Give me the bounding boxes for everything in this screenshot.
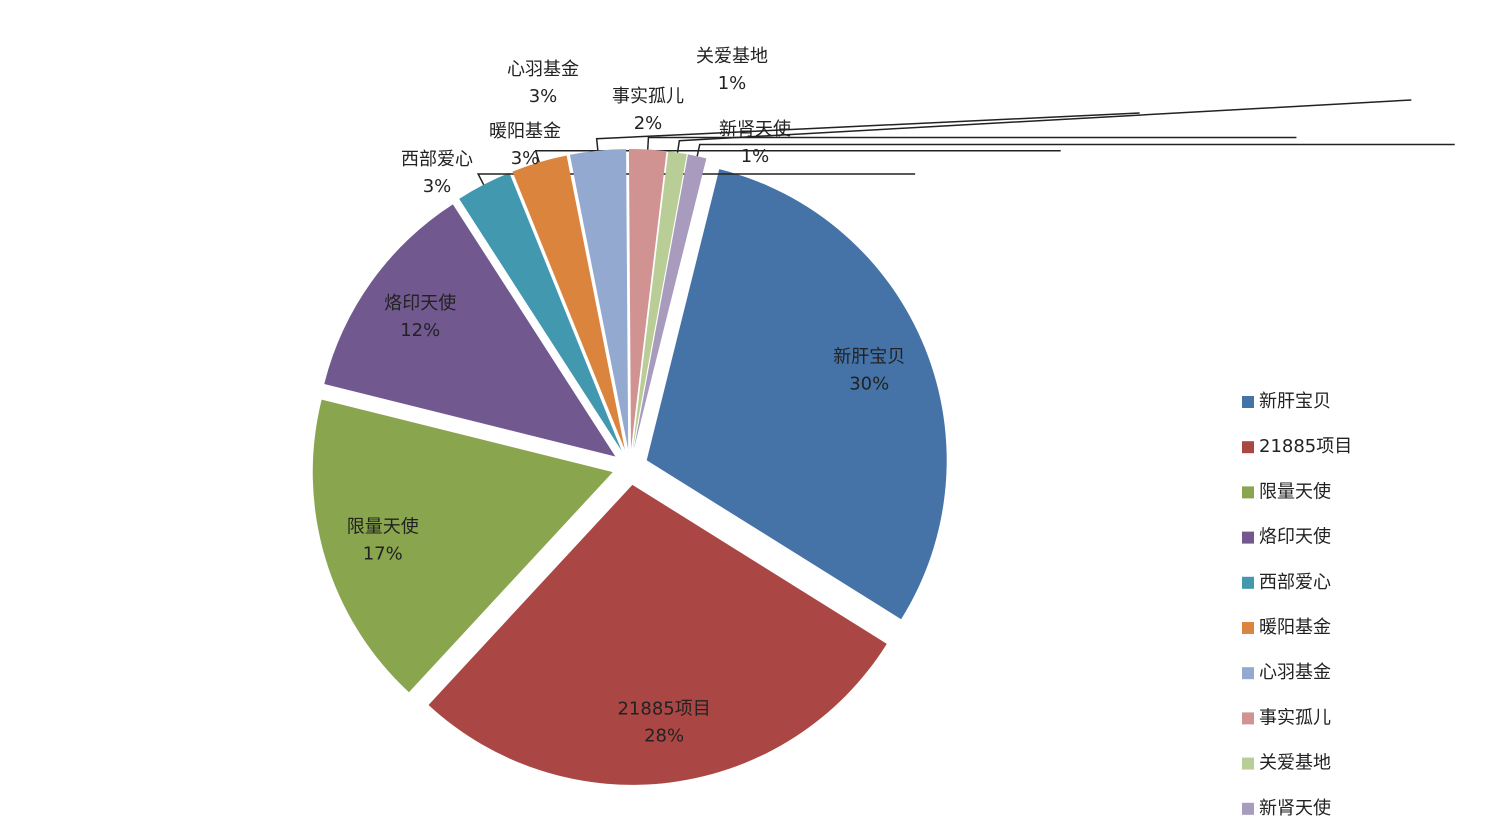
legend-swatch: [1242, 486, 1254, 499]
slice-value-label: 1%: [741, 146, 770, 167]
legend-label: 烙印天使: [1259, 527, 1331, 548]
legend-label: 事实孤儿: [1259, 707, 1331, 728]
pie-slice: [459, 172, 622, 452]
leader-line: [696, 143, 1455, 157]
slice-label: 新肝宝贝: [833, 346, 905, 367]
slice-value-label: 28%: [644, 726, 684, 747]
slice-label: 心羽基金: [507, 59, 579, 80]
slice-value-label: 3%: [511, 148, 540, 169]
slice-value-label: 1%: [718, 73, 747, 94]
legend-label: 西部爱心: [1259, 572, 1331, 593]
pie-slice: [628, 149, 667, 450]
pie-slice: [324, 204, 616, 457]
pie-slice: [428, 484, 887, 785]
slice-label: 限量天使: [347, 517, 419, 538]
slice-value-label: 30%: [849, 373, 889, 394]
legend-swatch: [1242, 712, 1254, 725]
legend-label: 新肾天使: [1259, 798, 1331, 819]
legend-swatch: [1242, 667, 1254, 680]
slice-value-label: 17%: [363, 544, 403, 565]
legend-swatch: [1242, 622, 1254, 634]
slice-label: 西部爱心: [401, 149, 473, 170]
slice-label: 事实孤儿: [612, 86, 684, 107]
slice-label: 暖阳基金: [489, 121, 561, 142]
pie-slice: [512, 155, 625, 450]
slice-label: 21885项目: [617, 699, 710, 720]
slice-label: 新肾天使: [719, 119, 791, 140]
legend-label: 新肝宝贝: [1259, 391, 1331, 412]
leader-line: [476, 173, 916, 186]
leader-line: [595, 112, 1140, 151]
pie-slice: [632, 151, 687, 450]
legend-swatch: [1242, 757, 1254, 770]
legend-label: 心羽基金: [1259, 662, 1331, 683]
legend-label: 暖阳基金: [1259, 617, 1331, 638]
slice-label: 关爱基地: [696, 46, 768, 67]
slice-value-label: 2%: [634, 113, 663, 134]
slice-label: 烙印天使: [384, 293, 456, 314]
legend-swatch: [1242, 576, 1254, 589]
pie-slice: [569, 149, 629, 450]
legend-swatch: [1242, 531, 1254, 544]
leader-line: [676, 99, 1412, 153]
legend-swatch: [1242, 441, 1254, 454]
pie-slice: [312, 399, 613, 693]
legend-label: 关爱基地: [1259, 753, 1331, 774]
slice-value-label: 3%: [529, 86, 558, 107]
slice-value-label: 3%: [423, 176, 452, 197]
pie-slice: [633, 154, 707, 450]
legend-label: 限量天使: [1259, 481, 1331, 502]
pie-slice: [646, 169, 947, 620]
legend-swatch: [1242, 802, 1254, 815]
leader-line: [647, 136, 1297, 150]
legend-swatch: [1242, 396, 1254, 408]
slice-value-label: 12%: [400, 320, 440, 341]
legend-label: 21885项目: [1259, 436, 1352, 457]
leader-line: [534, 150, 1061, 163]
